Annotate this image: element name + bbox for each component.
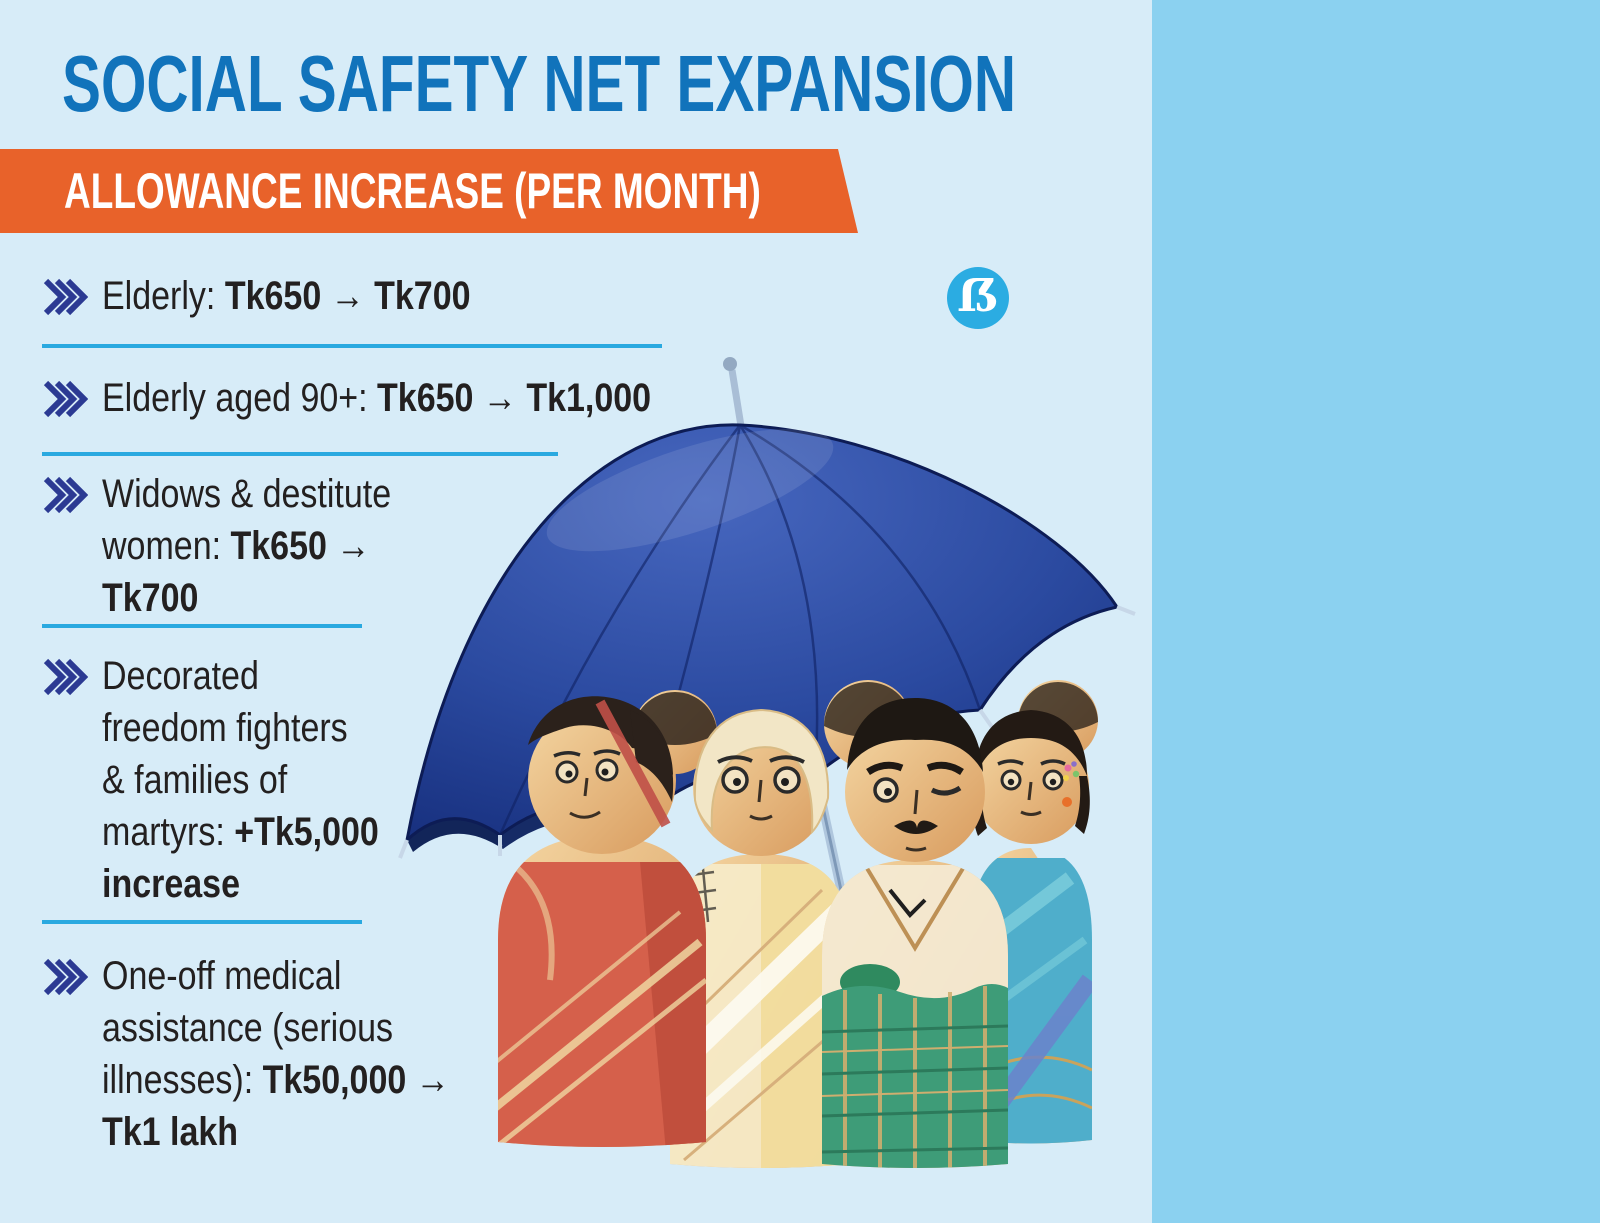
allowance-label: Decorated freedom fighters & families of… [102, 654, 348, 854]
divider [42, 452, 558, 456]
allowance-label: Elderly aged 90+: [102, 376, 378, 420]
allowance-value: +Tk5,000 increase [102, 810, 379, 906]
section-banner-label: ALLOWANCE INCREASE (PER MONTH) [64, 163, 761, 219]
allowance-value: Tk50,000 → Tk1 lakh [102, 1058, 450, 1154]
doll2-face [721, 766, 801, 794]
allowance-item-text: Elderly: Tk650 → Tk700 [102, 270, 714, 322]
umbrella-highlight [546, 428, 834, 552]
allowance-value: Tk650 → Tk700 [224, 274, 471, 318]
divider [42, 624, 362, 628]
umbrella-underside [407, 818, 503, 852]
allowance-item-text: One-off medical assistance (serious illn… [102, 950, 714, 1158]
allowance-label: One-off medical assistance (serious illn… [102, 954, 394, 1102]
triple-chevron-right-icon [43, 658, 88, 696]
dolls-illustration [498, 680, 1098, 1168]
triple-chevron-right-icon [43, 278, 88, 316]
allowance-item-elderly: Elderly: Tk650 → Tk700 [42, 270, 822, 322]
allowance-item-text: Widows & destitute women: Tk650 → Tk700 [102, 468, 714, 624]
umbrella-ferrule [728, 369, 745, 427]
triple-chevron-right-icon [43, 958, 88, 996]
triple-chevron-right-icon [43, 380, 88, 418]
section-banner: ALLOWANCE INCREASE (PER MONTH) [0, 149, 858, 233]
umbrella-ferrule-knob [723, 357, 737, 371]
allowance-item-elderly-90: Elderly aged 90+: Tk650 → Tk1,000 [42, 372, 822, 424]
tbs-monogram-glyph: ẞ [957, 271, 999, 322]
quote-panel: While work on the next budget has begun,… [1152, 0, 1600, 1223]
tbs-logo: ẞ [947, 267, 1009, 329]
allowance-item-medical: One-off medical assistance (serious illn… [42, 950, 822, 1158]
doll-mustached-man [822, 698, 1008, 1168]
doll4-face [1000, 769, 1064, 791]
divider [42, 920, 362, 924]
allowance-item-text: Decorated freedom fighters & families of… [102, 650, 714, 910]
doll-red-saree-woman [498, 696, 706, 1147]
allowance-item-widows: Widows & destitute women: Tk650 → Tk700 [42, 468, 822, 624]
divider [42, 344, 662, 348]
allowance-value: Tk650 → Tk1,000 [377, 376, 652, 420]
allowance-item-text: Elderly aged 90+: Tk650 → Tk1,000 [102, 372, 714, 424]
main-panel: SOCIAL SAFETY NET EXPANSION ALLOWANCE IN… [0, 39, 1136, 1168]
allowance-label: Widows & destitute women: [102, 472, 392, 568]
allowance-value: Tk650 → Tk700 [102, 524, 371, 620]
allowance-label: Elderly: [102, 274, 225, 318]
page-title: SOCIAL SAFETY NET EXPANSION [62, 39, 1017, 128]
triple-chevron-right-icon [43, 476, 88, 514]
allowance-item-freedom-fighters: Decorated freedom fighters & families of… [42, 650, 822, 910]
